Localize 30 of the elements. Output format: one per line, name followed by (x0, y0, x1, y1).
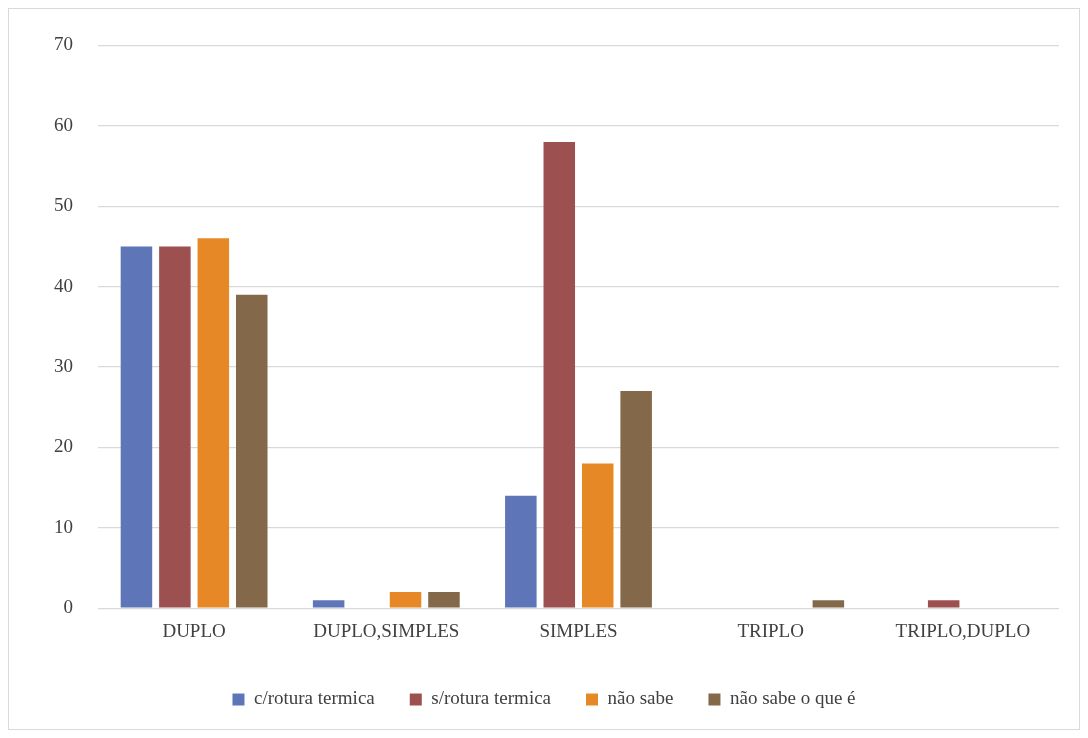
x-tick-label: DUPLO,SIMPLES (313, 619, 460, 641)
bar (927, 600, 960, 608)
bar (543, 141, 576, 608)
x-tick-label: DUPLO (162, 619, 226, 641)
bar (159, 246, 191, 608)
y-tick-label: 60 (54, 113, 73, 135)
x-tick-label: TRIPLO (737, 619, 804, 641)
y-tick-label: 50 (54, 194, 73, 216)
legend-label: não sabe (607, 687, 674, 709)
bar (312, 600, 345, 608)
legend-label: s/rotura termica (431, 687, 552, 709)
bar (236, 294, 268, 608)
bar (505, 495, 537, 608)
bar (428, 592, 460, 608)
y-tick-label: 30 (54, 354, 73, 376)
y-tick-label: 0 (63, 596, 73, 618)
y-tick-label: 20 (54, 435, 73, 457)
y-tick-label: 10 (54, 515, 73, 537)
bar (389, 592, 422, 608)
y-tick-label: 40 (54, 274, 73, 296)
bar (120, 246, 153, 608)
y-tick-label: 70 (54, 33, 73, 55)
bar (812, 600, 845, 608)
bar (581, 463, 614, 608)
legend-label: não sabe o que é (729, 687, 856, 709)
x-tick-label: SIMPLES (539, 619, 618, 641)
legend-label: c/rotura termica (253, 687, 376, 709)
bar (620, 391, 652, 608)
x-tick-label: TRIPLO,DUPLO (895, 619, 1031, 641)
bar (197, 238, 230, 608)
